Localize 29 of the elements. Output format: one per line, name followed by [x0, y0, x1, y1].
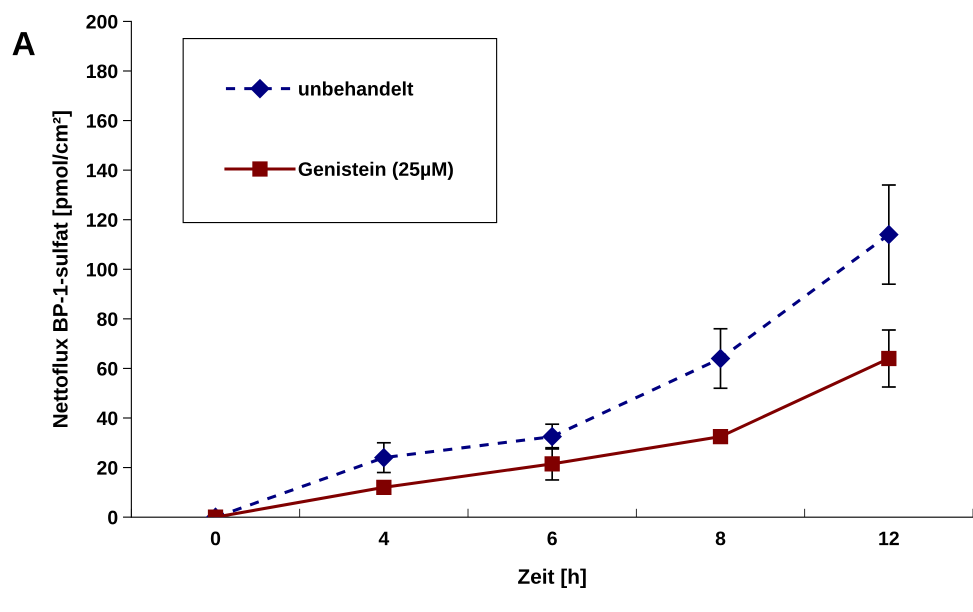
y-tick-label: 160 — [86, 114, 118, 128]
point — [879, 225, 898, 244]
legend-label: unbehandelt — [299, 81, 414, 96]
text: A — [12, 32, 35, 56]
x-tick-label: 12 — [879, 532, 899, 546]
x-tick-label: 6 — [547, 532, 557, 546]
point — [881, 350, 896, 366]
point — [542, 427, 562, 446]
y-tick-label: 20 — [97, 461, 118, 475]
point — [376, 480, 392, 496]
x-tick-label: 4 — [378, 532, 390, 546]
y-tick-label: 80 — [97, 312, 118, 326]
point — [712, 428, 728, 444]
legend-label: Genistein (25µM) — [298, 162, 453, 180]
y-tick-label: 100 — [86, 262, 118, 277]
x-axis-title: Zeit [h] — [518, 568, 586, 588]
point — [544, 456, 560, 472]
y-tick-label: 120 — [86, 213, 118, 227]
y-tick-label: 140 — [86, 164, 118, 178]
y-tick-label: 0 — [108, 510, 118, 524]
y-tick-label: 200 — [86, 14, 118, 29]
point — [374, 448, 394, 468]
x-tick-label: 0 — [210, 532, 220, 546]
y-tick-label: 180 — [86, 64, 118, 78]
y-tick-label: 40 — [96, 411, 118, 426]
y-axis-title: Nettoflux BP-1-sulfat [pmol/cm²] — [52, 111, 72, 428]
y-tick-label: 60 — [97, 362, 118, 376]
x-tick-label: 8 — [716, 532, 726, 546]
point — [710, 348, 730, 368]
